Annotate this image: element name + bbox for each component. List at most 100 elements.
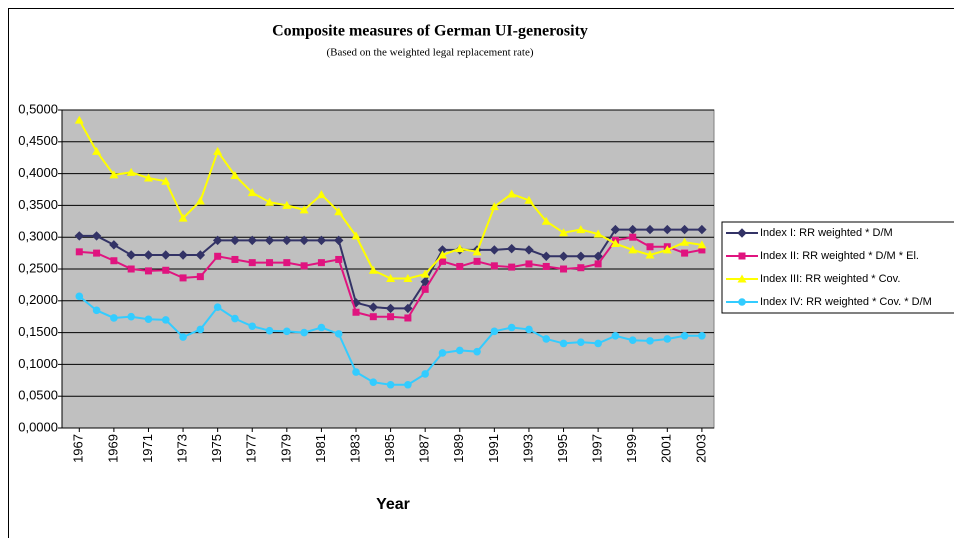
marker: [92, 306, 101, 315]
marker: [489, 202, 499, 211]
chart-subtitle: (Based on the weighted legal replacement…: [326, 47, 533, 59]
marker: [680, 331, 689, 340]
marker: [300, 262, 308, 270]
x-tick-label: 1983: [347, 434, 362, 463]
marker: [524, 245, 534, 255]
marker: [698, 331, 706, 340]
marker: [662, 224, 673, 235]
legend-label: Index I: RR weighted * D/M: [760, 227, 893, 239]
marker: [368, 302, 379, 312]
marker: [438, 257, 446, 265]
marker: [421, 285, 429, 293]
marker: [247, 188, 257, 197]
marker: [662, 245, 672, 254]
marker: [162, 266, 170, 274]
marker: [300, 328, 308, 337]
legend-marker: [738, 252, 746, 260]
marker: [74, 231, 85, 241]
marker: [489, 245, 500, 255]
marker: [352, 368, 360, 376]
x-tick-label: 1975: [209, 434, 224, 463]
marker: [472, 247, 482, 256]
marker: [351, 231, 361, 240]
marker: [490, 327, 499, 336]
marker: [679, 224, 690, 235]
marker: [628, 336, 637, 345]
y-tick-label: 0,0000: [18, 419, 58, 434]
marker: [420, 269, 430, 278]
marker: [611, 331, 620, 340]
marker: [525, 325, 533, 334]
marker: [404, 314, 412, 322]
marker: [248, 322, 257, 331]
marker: [247, 235, 257, 246]
marker: [646, 243, 654, 251]
marker: [282, 235, 292, 246]
marker: [126, 250, 136, 260]
marker: [178, 213, 188, 222]
marker: [629, 233, 637, 241]
marker: [455, 346, 464, 355]
legend: Index I: RR weighted * D/M Index II: RR w…: [721, 221, 954, 314]
marker: [316, 235, 327, 246]
y-tick-label: 0,4000: [18, 165, 58, 180]
marker: [369, 378, 378, 387]
marker: [265, 197, 275, 206]
x-tick-label: 1989: [451, 434, 466, 463]
x-tick-label: 1979: [278, 434, 293, 463]
marker: [75, 292, 84, 301]
marker: [610, 239, 620, 248]
y-tick-label: 0,3500: [18, 197, 58, 212]
marker: [161, 176, 171, 185]
legend-label: Index IV: RR weighted * Cov. * D/M: [760, 296, 932, 308]
marker: [265, 326, 274, 335]
marker: [368, 265, 378, 274]
marker: [299, 235, 309, 246]
x-tick-label: 1997: [590, 434, 605, 463]
marker: [438, 349, 447, 357]
x-tick-label: 1981: [313, 434, 328, 463]
marker: [421, 370, 429, 378]
marker: [196, 273, 204, 281]
y-tick-label: 0,3000: [18, 229, 58, 244]
marker: [594, 260, 602, 268]
y-tick-label: 0,1500: [18, 324, 58, 339]
marker: [541, 216, 551, 225]
marker: [490, 262, 498, 270]
legend-marker: [737, 228, 747, 238]
marker: [645, 224, 655, 235]
marker: [230, 235, 240, 246]
marker: [335, 255, 343, 263]
marker: [506, 243, 517, 254]
marker: [577, 264, 585, 272]
marker: [195, 250, 206, 260]
marker: [213, 146, 223, 155]
marker: [144, 315, 153, 324]
marker: [109, 240, 119, 250]
marker: [282, 200, 292, 209]
y-tick-label: 0,0500: [18, 388, 58, 403]
marker: [558, 251, 569, 261]
legend-marker: [738, 298, 746, 306]
marker: [594, 339, 602, 348]
x-tick-label: 1985: [382, 434, 397, 463]
marker: [541, 251, 551, 261]
x-tick-label: 1973: [174, 434, 189, 463]
x-tick-label: 1993: [520, 434, 535, 463]
y-tick-label: 0,4500: [18, 133, 58, 148]
marker: [697, 224, 707, 235]
marker: [559, 339, 568, 348]
marker: [212, 235, 223, 246]
marker: [231, 314, 239, 323]
marker: [127, 312, 135, 321]
marker: [264, 235, 275, 246]
marker: [507, 323, 516, 332]
marker: [473, 347, 481, 356]
marker: [385, 303, 396, 314]
legend-box: [721, 221, 954, 314]
marker: [317, 259, 325, 267]
marker: [437, 250, 447, 259]
x-tick-label: 1999: [624, 434, 639, 463]
legend-label: Index III: RR weighted * Cov.: [760, 273, 900, 285]
